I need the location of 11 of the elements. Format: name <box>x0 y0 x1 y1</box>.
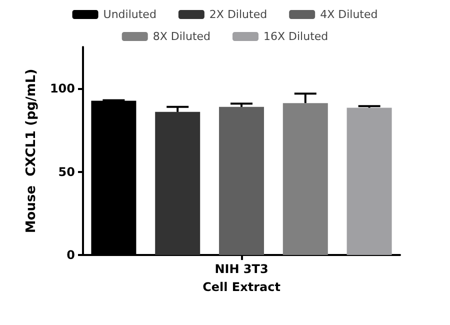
y-tick-label: 0 <box>66 248 75 262</box>
y-tick-label: 50 <box>58 164 75 179</box>
x-axis-title: Cell Extract <box>202 280 281 294</box>
y-tick-label: 100 <box>50 82 75 96</box>
x-tick-label: NIH 3T3 <box>214 262 268 276</box>
legend-label: 4X Diluted <box>320 8 378 21</box>
legend-label: 2X Diluted <box>209 8 268 21</box>
legend-label: 16X Diluted <box>264 30 328 43</box>
legend-label: 8X Diluted <box>152 30 211 43</box>
legend-label: Undiluted <box>103 8 156 21</box>
y-axis-title: Mouse CXCL1 (pg/mL) <box>24 68 39 234</box>
